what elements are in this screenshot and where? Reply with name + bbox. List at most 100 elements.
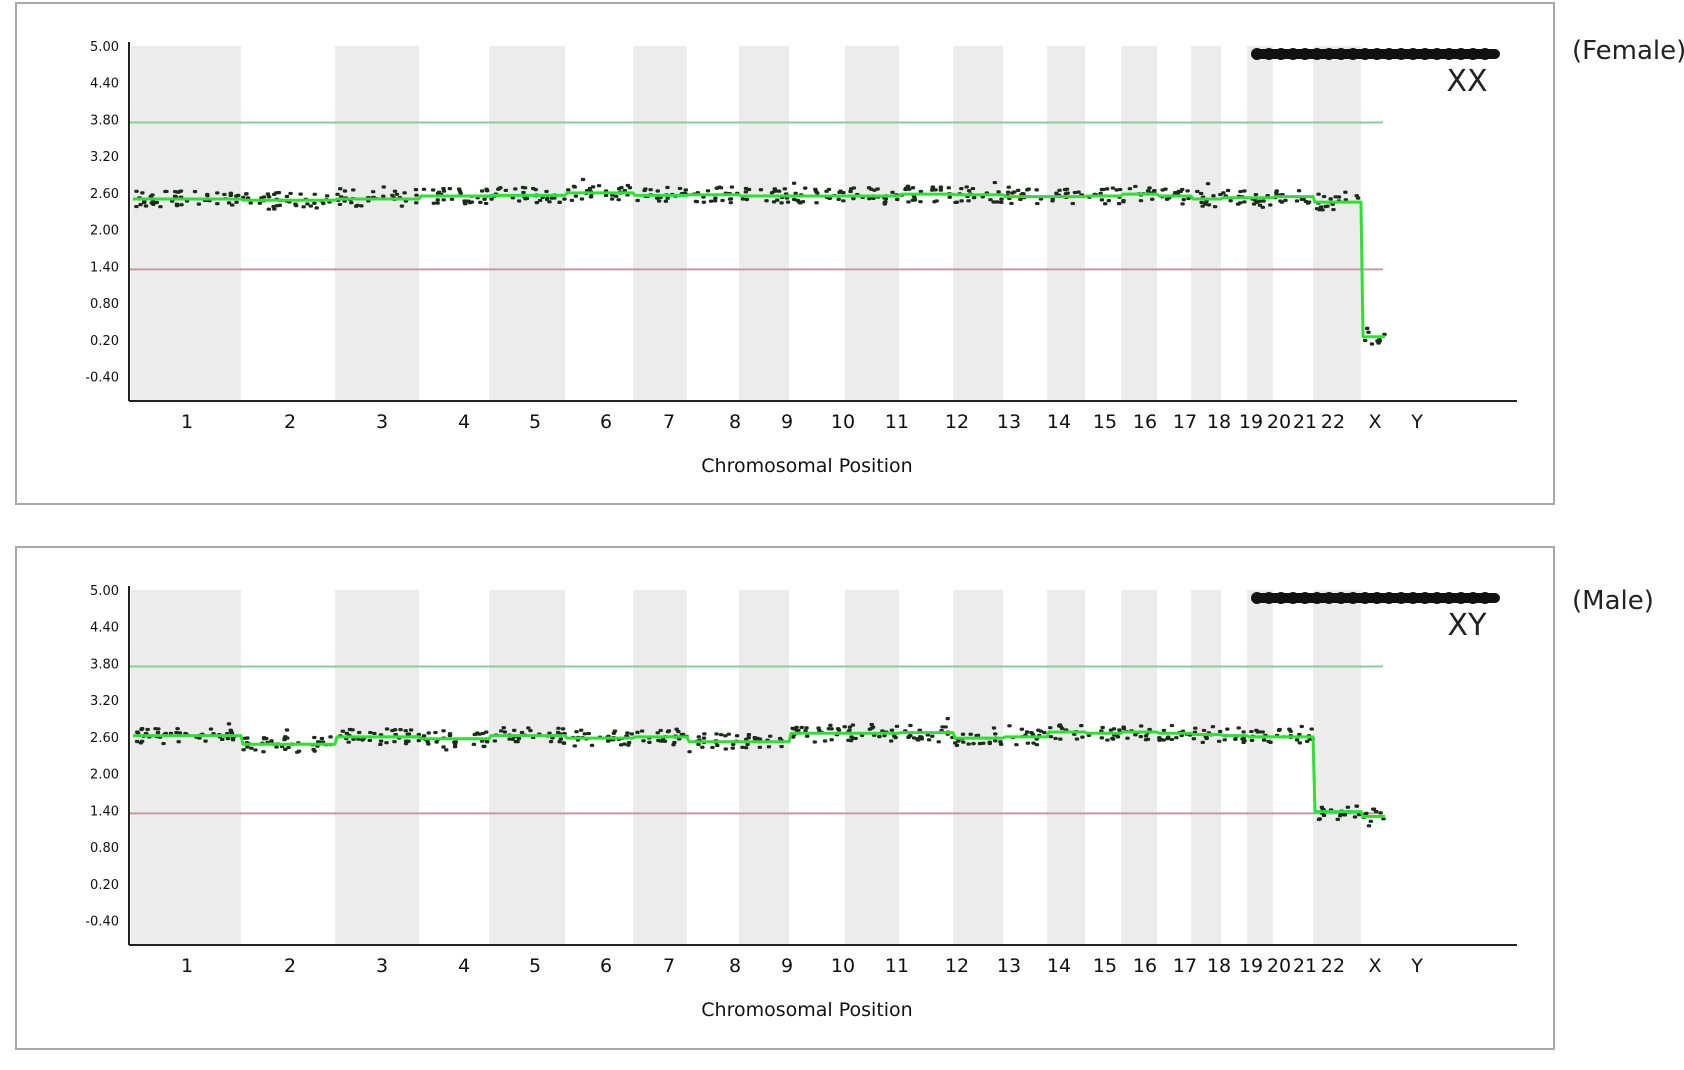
data-point [782, 187, 787, 191]
data-point [992, 180, 998, 185]
x-tick-label: 4 [458, 955, 470, 977]
data-point [174, 204, 180, 208]
x-tick-label: 15 [1093, 955, 1117, 977]
data-point [234, 200, 239, 204]
x-tick-label: 3 [376, 411, 388, 433]
data-point [910, 198, 916, 202]
data-point [1211, 194, 1216, 198]
data-point [947, 195, 952, 199]
segment-value-16 [1102, 194, 1105, 197]
ideogram-dot [1419, 592, 1431, 604]
data-point [775, 198, 780, 202]
data-point [1098, 191, 1103, 195]
segment-value-13 [977, 737, 980, 740]
data-point [1251, 202, 1257, 206]
data-point [1117, 187, 1123, 192]
data-point [1377, 338, 1382, 342]
data-point [999, 200, 1004, 205]
data-point [257, 201, 263, 205]
panel-label-female: (Female) [1572, 36, 1684, 66]
data-point [816, 726, 821, 730]
x-tick-label: 9 [781, 955, 793, 977]
data-point [168, 731, 174, 735]
segment-value-11 [871, 732, 874, 735]
data-point [798, 201, 803, 205]
data-point [556, 726, 561, 730]
data-point [562, 197, 567, 201]
data-point [154, 200, 159, 205]
data-point [671, 743, 676, 747]
data-point [882, 202, 887, 206]
ideogram-dot [1383, 48, 1395, 60]
segment-value-1 [185, 734, 188, 737]
data-point [367, 738, 373, 743]
data-point [1169, 737, 1175, 742]
data-point [477, 732, 482, 736]
data-point [1200, 740, 1205, 744]
data-point [968, 732, 973, 736]
x-tick-label: 5 [529, 955, 541, 977]
data-point [544, 197, 550, 201]
data-point [622, 188, 627, 193]
data-point [1238, 189, 1243, 194]
data-point [1161, 728, 1167, 733]
data-point [1072, 190, 1078, 195]
chromosome-band [1121, 590, 1157, 945]
data-point [140, 191, 145, 195]
data-point [895, 197, 900, 202]
y-tick-label: 2.00 [90, 768, 119, 783]
chromosome-band [1247, 590, 1273, 945]
data-point [718, 733, 724, 737]
data-point [269, 739, 274, 743]
data-point [906, 735, 911, 740]
segment-value-4 [453, 194, 456, 197]
data-point [360, 738, 365, 742]
data-point [515, 740, 520, 744]
data-point [1352, 815, 1358, 819]
data-point [1014, 743, 1019, 747]
data-point [392, 189, 398, 193]
data-point [1057, 188, 1062, 192]
data-point [1301, 197, 1306, 201]
data-point [663, 199, 669, 203]
data-point [483, 201, 489, 206]
data-point [1079, 724, 1084, 728]
data-point [279, 744, 285, 749]
data-point [1195, 189, 1200, 194]
data-point [1309, 727, 1314, 731]
data-point [134, 204, 139, 209]
data-point [229, 730, 234, 734]
data-point [848, 739, 854, 743]
data-point [580, 177, 586, 182]
data-point [435, 201, 440, 205]
data-point [893, 736, 898, 740]
data-point [1254, 728, 1259, 732]
ideogram-dot [1311, 48, 1323, 60]
x-tick-label: 22 [1321, 411, 1345, 433]
x-tick-label: 1 [181, 411, 193, 433]
segment-value-Y [1372, 335, 1375, 338]
data-point [1150, 197, 1155, 201]
y-tick-label: -0.40 [85, 371, 119, 386]
data-point [359, 204, 364, 208]
data-point [1115, 735, 1121, 739]
data-point [712, 199, 718, 203]
data-point [829, 727, 834, 731]
data-point [815, 191, 820, 195]
ideogram-dot [1419, 48, 1431, 60]
data-point [1366, 330, 1371, 334]
data-point [266, 195, 272, 199]
data-point [502, 730, 508, 734]
data-point [1378, 811, 1383, 815]
data-point [1343, 190, 1348, 194]
chromosome-band [1047, 590, 1085, 945]
data-point [357, 730, 362, 735]
data-point [426, 731, 431, 735]
chromosome-band [845, 46, 899, 401]
data-point [903, 186, 909, 190]
data-point [1056, 724, 1062, 728]
data-point [1316, 192, 1321, 196]
data-point [1321, 194, 1327, 199]
x-tick-label: 4 [458, 411, 470, 433]
data-point [1225, 188, 1231, 193]
